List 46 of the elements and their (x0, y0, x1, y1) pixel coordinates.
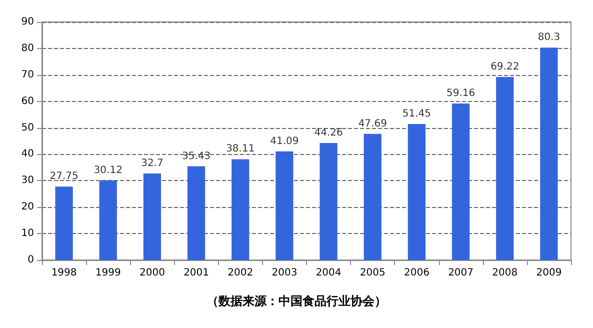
y-tick-label: 20 (21, 202, 34, 213)
data-label: 69.22 (490, 61, 520, 72)
data-label: 44.26 (314, 127, 343, 138)
x-tick-label: 2006 (404, 268, 430, 278)
x-tick-label: 1998 (51, 268, 77, 278)
x-tick-label: 2003 (272, 268, 298, 278)
x-tick-label: 1999 (95, 268, 121, 278)
bar (276, 151, 294, 260)
data-label: 38.11 (226, 144, 255, 155)
y-tick-label: 60 (21, 96, 34, 107)
text: （数据来源：中国食品行业协会） (206, 294, 386, 308)
data-label: 30.12 (94, 164, 122, 176)
x-tick-label: 2000 (139, 268, 165, 278)
bar (232, 159, 250, 260)
bar (364, 134, 382, 260)
data-label: 47.69 (358, 118, 387, 130)
data-label: 59.16 (446, 88, 476, 100)
y-tick-label: 90 (21, 16, 34, 28)
x-tick-label: 2001 (184, 268, 210, 278)
bar (496, 76, 514, 260)
y-tick-label: 40 (21, 148, 34, 160)
x-tick-label: 2007 (448, 268, 474, 278)
bar (187, 166, 206, 260)
x-tick-label: 2008 (492, 268, 518, 278)
y-tick-label: 80 (21, 42, 34, 54)
x-tick-label: 2005 (360, 268, 386, 278)
bar (55, 186, 73, 260)
bar (452, 104, 470, 260)
bar (540, 48, 558, 260)
y-tick-label: 50 (21, 122, 34, 134)
x-tick-label: 2004 (316, 268, 342, 278)
x-tick-label: 2002 (228, 268, 254, 278)
bar (408, 124, 426, 260)
data-label: 51.45 (402, 108, 432, 120)
data-label: 27.75 (50, 171, 78, 182)
bar (320, 142, 338, 260)
data-label: 80.3 (538, 32, 560, 44)
y-tick-label: 30 (21, 175, 34, 186)
bar (143, 174, 162, 260)
y-tick-label: 0 (28, 254, 34, 266)
y-tick-label: 10 (21, 228, 34, 240)
data-label: 41.09 (270, 136, 299, 147)
bar (99, 180, 117, 260)
x-tick-label: 2009 (536, 268, 562, 278)
data-label: 32.7 (141, 158, 164, 170)
y-tick-label: 70 (21, 69, 34, 80)
